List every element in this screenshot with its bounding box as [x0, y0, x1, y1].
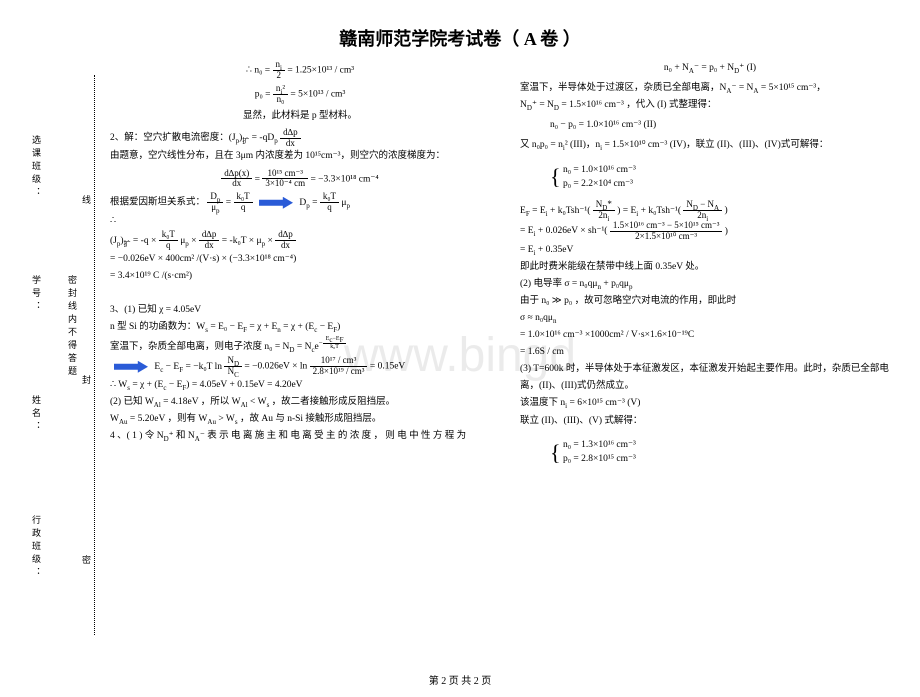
page-footer: 第 2 页 共 2 页 [0, 672, 920, 687]
txt-q4: 4 、( 1 ) 令 ND⁺ 和 NA⁻ 表 示 电 离 施 主 和 电 离 受… [110, 428, 490, 445]
eq-n0: ∴ n₀ = ni2 = 1.25×10¹³ / cm³ [110, 60, 490, 81]
eq-ef2: = Ei + 0.026eV × sh⁻¹( 1.5×10¹⁶ cm⁻³ − 5… [520, 221, 900, 242]
arrow-icon [259, 197, 293, 209]
txt-q2-desc: 由题意，空穴线性分布，且在 3μm 内浓度差为 10¹⁵cm⁻³，则空穴的浓度梯… [110, 148, 490, 165]
seal-mi: 密 [80, 555, 93, 568]
txt-al: (2) 已知 WAl = 4.18eV ，所以 WAl < Ws ，故二者接触形… [110, 394, 490, 411]
txt-workfn: n 型 Si 的功函数为：Ws = E₀ − EF = χ + En = χ +… [110, 319, 490, 336]
eq-ef3: = Ei + 0.35eV [520, 242, 900, 259]
lbl-name: 姓名： [30, 395, 43, 434]
txt-au: WAu = 5.20eV ，则有 WAu > Ws ，故 Au 与 n-Si 接… [110, 411, 490, 428]
brace-r6: { n₀ = 1.0×10¹⁶ cm⁻³ p₀ = 2.2×10⁴ cm⁻³ [550, 157, 900, 197]
txt-einstein: 根据爱因斯坦关系式： Dpμp = k₀Tq Dp = k₀Tq μp [110, 192, 490, 213]
lbl-class: 行政班级： [30, 515, 43, 580]
right-column: n₀ + NA⁻ = p₀ + ND⁺ (I) 室温下，半导体处于过渡区，杂质已… [520, 57, 900, 475]
lbl-course: 选课班级： [30, 135, 43, 200]
txt-ptype: 显然，此材料是 p 型材料。 [110, 108, 490, 125]
eq-gradient: d∆p(x)dx = 10¹⁵ cm⁻³3×10⁻⁴ cm = −3.3×10¹… [110, 169, 490, 190]
txt-q2: 2、解：空穴扩散电流密度：(Jp)扩 = -qDp d∆pdx [110, 128, 490, 149]
eq-p0: p₀ = ni²n₀ = 5×10¹³ / cm³ [110, 84, 490, 105]
txt-roomtemp: 室温下，杂质全部电离，则电子浓度 n₀ = ND = Nce−Ec−EFk₀T [110, 336, 490, 356]
exam-sidebar: 密 封 线 密封线内不得答题 行政班级： 姓名： 学号： 选课班级： [30, 75, 100, 635]
seal-note: 密封线内不得答题 [66, 275, 79, 379]
left-column: ∴ n₀ = ni2 = 1.25×10¹³ / cm³ p₀ = ni²n₀ … [110, 57, 490, 475]
txt-therefore: ∴ [110, 213, 490, 230]
eq-sigma2: = 1.0×10¹⁶ cm⁻³ ×1000cm² / V·s×1.6×10⁻¹⁹… [520, 327, 900, 344]
seal-xian: 线 [80, 195, 93, 208]
arrow-icon [114, 361, 148, 373]
txt-r18: 联立 (II)、(III)、(V) 式解得： [520, 413, 900, 430]
txt-r12: 由于 n₀ ≫ p₀ ，故可忽略空穴对电流的作用，即此时 [520, 293, 900, 310]
txt-q3: 3、(1) 已知 χ = 4.05eV [110, 302, 490, 319]
lbl-id: 学号： [30, 275, 43, 314]
eq-jp: (Jp)扩 = -q × k₀Tq μp × d∆pdx = -k₀T × μp… [110, 230, 490, 251]
content-columns: ∴ n₀ = ni2 = 1.25×10¹³ / cm³ p₀ = ni²n₀ … [0, 57, 920, 475]
eq-ef: EF = Ei + k₀Tsh⁻¹( ND*2ni ) = Ei + k₀Tsh… [520, 200, 900, 221]
eq-jp2: = −0.026eV × 400cm² /(V·s) × (−3.3×10¹⁸ … [110, 251, 490, 268]
seal-feng: 封 [80, 375, 93, 388]
eq-sigma: σ ≈ n₀qμn [520, 310, 900, 327]
brace-r19: { n₀ = 1.3×10¹⁶ cm⁻³ p₀ = 2.8×10¹⁵ cm⁻³ [550, 433, 900, 473]
txt-r3: ND⁺ = ND = 1.5×10¹⁶ cm⁻³ ，代入 (I) 式整理得： [520, 97, 900, 114]
txt-r5: 又 n₀p₀ = ni² (III)，ni = 1.5×10¹⁰ cm⁻³ (I… [520, 137, 900, 154]
eq-sigma3: = 1.6S / cm [520, 344, 900, 361]
txt-r11: (2) 电导率 σ = n₀qμn + p₀qμp [520, 276, 900, 293]
eq-ws: ∴ Ws = χ + (Ec − EF) = 4.05eV + 0.15eV =… [110, 377, 490, 394]
eq-jp3: = 3.4×10¹⁹ C /(s·cm²) [110, 268, 490, 285]
txt-r17: 该温度下 ni = 6×10¹⁵ cm⁻³ (V) [520, 395, 900, 412]
txt-r16: (3) T=600k 时，半导体处于本征激发区，本征激发开始起主要作用。此时，杂… [520, 361, 900, 395]
eq-neutral: n₀ + NA⁻ = p₀ + ND⁺ (I) [520, 60, 900, 77]
eq-r4: n₀ − p₀ = 1.0×10¹⁶ cm⁻³ (II) [550, 117, 900, 134]
txt-r10: 即此时费米能级在禁带中线上面 0.35eV 处。 [520, 259, 900, 276]
page-title: 赣南师范学院考试卷（ A 卷 ） [0, 25, 920, 51]
txt-r2: 室温下，半导体处于过渡区，杂质已全部电离，NA⁻ = NA = 5×10¹⁵ c… [520, 80, 900, 97]
eq-ecef: Ec − EF = −k₀T ln NDNC = −0.026eV × ln 1… [110, 356, 490, 377]
